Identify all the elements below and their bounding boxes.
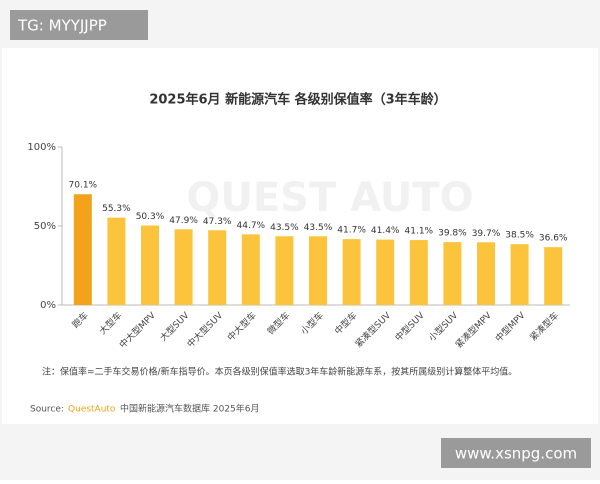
- chart-title: 2025年6月 新能源汽车 各级别保值率（3年车龄）: [149, 92, 446, 108]
- y-tick-label: 100%: [27, 142, 56, 153]
- value-label: 41.4%: [371, 226, 400, 236]
- note: 注：保值率=二手车交易价格/新车指导价。本页各级别保值率选取3年车龄新能源车系，…: [42, 366, 517, 378]
- bar: [477, 242, 495, 305]
- value-label: 36.6%: [539, 234, 568, 244]
- bar: [376, 239, 395, 305]
- footer-watermark: www.xsnpg.com: [455, 445, 577, 463]
- value-label: 44.7%: [237, 221, 266, 231]
- value-label: 47.3%: [203, 217, 232, 227]
- value-label: 39.8%: [438, 229, 467, 239]
- bar: [208, 230, 227, 305]
- bar: [309, 236, 327, 305]
- bar: [342, 239, 361, 305]
- bar: [510, 244, 529, 305]
- bar: [107, 217, 126, 305]
- source-brand: QuestAuto: [68, 405, 116, 415]
- chart-panel: [2, 48, 598, 424]
- y-tick-label: 0%: [40, 300, 56, 311]
- value-label: 41.7%: [337, 226, 366, 236]
- bar: [544, 247, 563, 305]
- bar: [443, 242, 462, 305]
- bar: [73, 194, 92, 305]
- value-label: 39.7%: [472, 229, 501, 239]
- bar: [141, 225, 159, 305]
- value-label: 50.3%: [136, 212, 165, 222]
- bar: [275, 236, 294, 305]
- value-label: 41.1%: [405, 227, 434, 237]
- value-label: 70.1%: [69, 181, 98, 191]
- source-text: 中国新能源汽车数据库 2025年6月: [120, 403, 260, 415]
- footer-watermark-box: [441, 438, 591, 468]
- value-label: 38.5%: [505, 231, 534, 241]
- background-logo: QUEST AUTO: [186, 175, 473, 221]
- y-tick-label: 50%: [34, 221, 56, 232]
- value-label: 47.9%: [169, 216, 198, 226]
- source-label: Source:: [30, 405, 64, 415]
- value-label: 43.5%: [270, 223, 299, 233]
- value-label: 43.5%: [304, 223, 333, 233]
- value-label: 55.3%: [102, 204, 131, 214]
- watermark: TG: MYYJJPP: [17, 17, 107, 35]
- bar: [409, 240, 428, 305]
- bar: [241, 234, 260, 305]
- bar: [174, 229, 193, 305]
- watermark-box: [10, 10, 148, 40]
